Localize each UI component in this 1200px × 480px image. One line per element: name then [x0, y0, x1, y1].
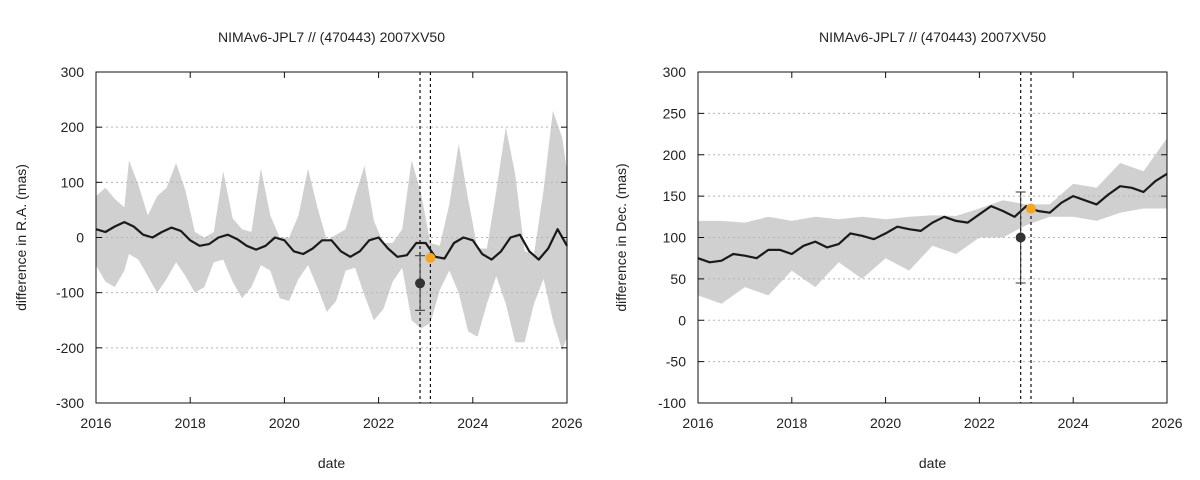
y-tick-label: 0	[678, 312, 686, 328]
difference-line	[95, 221, 568, 261]
y-tick-label: -50	[666, 354, 686, 370]
y-tick-label: 200	[663, 147, 687, 163]
y-axis-label: difference in Dec. (mas)	[613, 163, 629, 311]
y-tick-label: 250	[663, 105, 687, 121]
y-tick-label: 0	[76, 230, 84, 246]
x-tick-label: 2016	[682, 415, 713, 431]
prediction-point	[425, 252, 436, 263]
y-tick-label: 200	[61, 119, 85, 135]
x-tick-label: 2016	[80, 415, 111, 431]
x-tick-label: 2026	[1151, 415, 1182, 431]
observation-point	[1015, 232, 1026, 243]
x-tick-label: 2024	[457, 415, 488, 431]
y-tick-label: -300	[56, 395, 84, 411]
x-tick-label: 2024	[1058, 415, 1089, 431]
y-tick-label: 300	[61, 64, 85, 80]
observation-point	[415, 278, 426, 289]
y-tick-label: 150	[663, 188, 687, 204]
x-tick-label: 2018	[776, 415, 807, 431]
prediction-point	[1025, 203, 1036, 214]
ra-difference-chart: NIMAv6-JPL7 // (470443) 2007XV50 2016 2018…	[13, 29, 583, 471]
y-tick-label: 300	[663, 64, 687, 80]
y-tick-label: 100	[61, 174, 85, 190]
y-tick-label: -200	[56, 340, 84, 356]
dec-difference-chart: NIMAv6-JPL7 // (470443) 2007XV50 2016 2018…	[613, 29, 1183, 471]
x-axis-label: date	[318, 455, 345, 471]
x-axis-label: date	[919, 455, 946, 471]
x-tick-label: 2020	[870, 415, 901, 431]
x-tick-label: 2020	[269, 415, 300, 431]
y-tick-label: -100	[658, 395, 686, 411]
y-tick-label: 50	[670, 271, 686, 287]
x-tick-label: 2018	[175, 415, 206, 431]
y-tick-label: 100	[663, 230, 687, 246]
y-tick-label: -100	[56, 285, 84, 301]
chart-title: NIMAv6-JPL7 // (470443) 2007XV50	[819, 29, 1046, 45]
difference-line	[697, 172, 1168, 264]
x-tick-label: 2026	[551, 415, 582, 431]
y-axis-label: difference in R.A. (mas)	[13, 164, 29, 311]
x-tick-label: 2022	[363, 415, 394, 431]
x-tick-label: 2022	[964, 415, 995, 431]
uncertainty-envelope	[96, 110, 567, 351]
chart-title: NIMAv6-JPL7 // (470443) 2007XV50	[218, 29, 445, 45]
uncertainty-envelope	[698, 138, 1167, 304]
